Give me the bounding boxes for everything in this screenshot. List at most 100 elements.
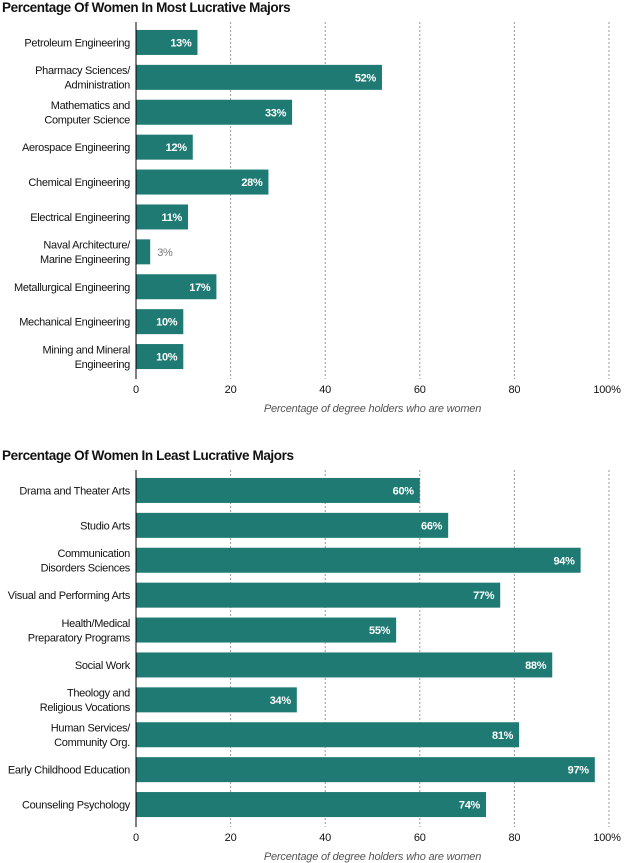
bar: [136, 239, 151, 265]
category-label: Pharmacy Sciences/Administration: [35, 65, 131, 92]
category-label-line: Counseling Psychology: [22, 800, 131, 812]
category-label-line: Engineering: [75, 359, 131, 371]
tick-label: 20: [225, 832, 237, 844]
category-label-line: Naval Architecture/: [43, 240, 131, 252]
data-label: 13%: [170, 37, 192, 49]
data-label: 94%: [553, 555, 575, 567]
category-label: Social Work: [75, 660, 131, 672]
chart-least-lucrative-plot: Drama and Theater Arts 60% Studio Arts 66% C…: [8, 470, 621, 863]
category-label-line: Preparatory Programs: [28, 632, 131, 644]
tick-label: 20: [225, 384, 237, 396]
category-label-line: Metallurgical Engineering: [14, 282, 130, 294]
category-label: Visual and Performing Arts: [8, 590, 131, 602]
data-label: 74%: [459, 800, 481, 812]
data-label: 10%: [156, 317, 178, 329]
tick-label: 80: [508, 384, 520, 396]
category-label-line: Electrical Engineering: [30, 212, 130, 224]
data-label: 34%: [270, 695, 292, 707]
category-label: Early Childhood Education: [8, 765, 130, 777]
bar: [136, 617, 397, 643]
category-label: Chemical Engineering: [28, 177, 130, 189]
tick-label: 60: [414, 832, 426, 844]
tick-label: 60: [414, 384, 426, 396]
data-label: 33%: [265, 107, 287, 119]
bar: [136, 274, 217, 300]
category-label: Drama and Theater Arts: [19, 485, 130, 497]
category-label-line: Mathematics and: [51, 100, 130, 112]
data-label: 88%: [525, 660, 547, 672]
tick-label: 0: [133, 832, 139, 844]
data-label: 60%: [393, 485, 415, 497]
gridlines: [230, 22, 610, 379]
data-label: 55%: [369, 625, 391, 637]
tick-label: 100%: [593, 832, 621, 844]
x-axis-title: Percentage of degree holders who are wom…: [264, 403, 481, 415]
category-label-line: Computer Science: [44, 115, 130, 127]
data-label: 10%: [156, 352, 178, 364]
category-label: Counseling Psychology: [22, 800, 131, 812]
category-label: Petroleum Engineering: [24, 37, 130, 49]
bar: [136, 792, 487, 818]
category-label-line: Religious Vocations: [40, 702, 131, 714]
category-label: Naval Architecture/Marine Engineering: [40, 240, 131, 267]
bar: [136, 652, 553, 678]
chart-most-lucrative: Petroleum Engineering 13% Pharmacy Science…: [0, 0, 624, 430]
bar: [136, 309, 184, 335]
data-label: 28%: [241, 177, 263, 189]
category-label-line: Visual and Performing Arts: [8, 590, 131, 602]
data-label: 52%: [355, 72, 377, 84]
chart-title: Percentage Of Women In Most Lucrative Ma…: [2, 0, 291, 15]
data-label: 81%: [492, 730, 514, 742]
chart-least-lucrative: Drama and Theater Arts 60% Studio Arts 66% C…: [0, 448, 624, 863]
bar: [136, 344, 184, 370]
category-label-line: Aerospace Engineering: [22, 142, 130, 154]
category-label: Mining and Mineral Engineering: [42, 344, 130, 371]
category-label-line: Disorders Sciences: [41, 563, 131, 575]
bar: [136, 477, 420, 503]
category-label-line: Pharmacy Sciences/: [35, 65, 131, 77]
category-label: Aerospace Engineering: [22, 142, 130, 154]
category-label-line: Human Services/: [51, 723, 131, 735]
category-label: Studio Arts: [80, 520, 131, 532]
tick-label: 40: [319, 384, 331, 396]
data-label: 66%: [421, 520, 443, 532]
category-label: Mechanical Engineering: [19, 317, 130, 329]
bar: [136, 512, 449, 538]
tick-label: 0: [133, 384, 139, 396]
bar: [136, 64, 382, 90]
tick-label: 80: [508, 832, 520, 844]
data-label: 17%: [189, 282, 211, 294]
category-label-line: Early Childhood Education: [8, 765, 130, 777]
bar: [136, 722, 520, 748]
data-label: 12%: [166, 142, 188, 154]
x-axis-title: Percentage of degree holders who are wom…: [264, 851, 481, 863]
category-label-line: Studio Arts: [80, 520, 131, 532]
bar: [136, 99, 293, 125]
data-label: 77%: [473, 590, 495, 602]
category-label: Metallurgical Engineering: [14, 282, 130, 294]
chart-most-lucrative-plot: Petroleum Engineering 13% Pharmacy Science…: [14, 22, 621, 415]
category-label-line: Chemical Engineering: [28, 177, 130, 189]
category-label-line: Administration: [65, 80, 131, 92]
category-label-line: Health/Medical: [61, 618, 130, 630]
bar: [136, 29, 198, 55]
data-label: 97%: [568, 765, 590, 777]
category-label: Mathematics and Computer Science: [44, 100, 130, 127]
tick-label: 40: [319, 832, 331, 844]
category-label-line: Communication: [57, 548, 130, 560]
category-label: Communication Disorders Sciences: [41, 548, 131, 575]
category-label: Human Services/Community Org.: [51, 723, 131, 750]
bar: [136, 582, 501, 608]
bar: [136, 757, 595, 783]
bar: [136, 687, 297, 713]
data-label: 11%: [162, 212, 183, 224]
category-label-line: Social Work: [75, 660, 131, 672]
category-label: Health/Medical Preparatory Programs: [28, 618, 131, 645]
category-label: Theology and Religious Vocations: [40, 688, 131, 715]
category-label-line: Mining and Mineral: [42, 344, 130, 356]
category-label-line: Mechanical Engineering: [19, 317, 130, 329]
category-label: Electrical Engineering: [30, 212, 130, 224]
bar: [136, 169, 269, 195]
bar: [136, 204, 189, 230]
bar: [136, 134, 193, 160]
